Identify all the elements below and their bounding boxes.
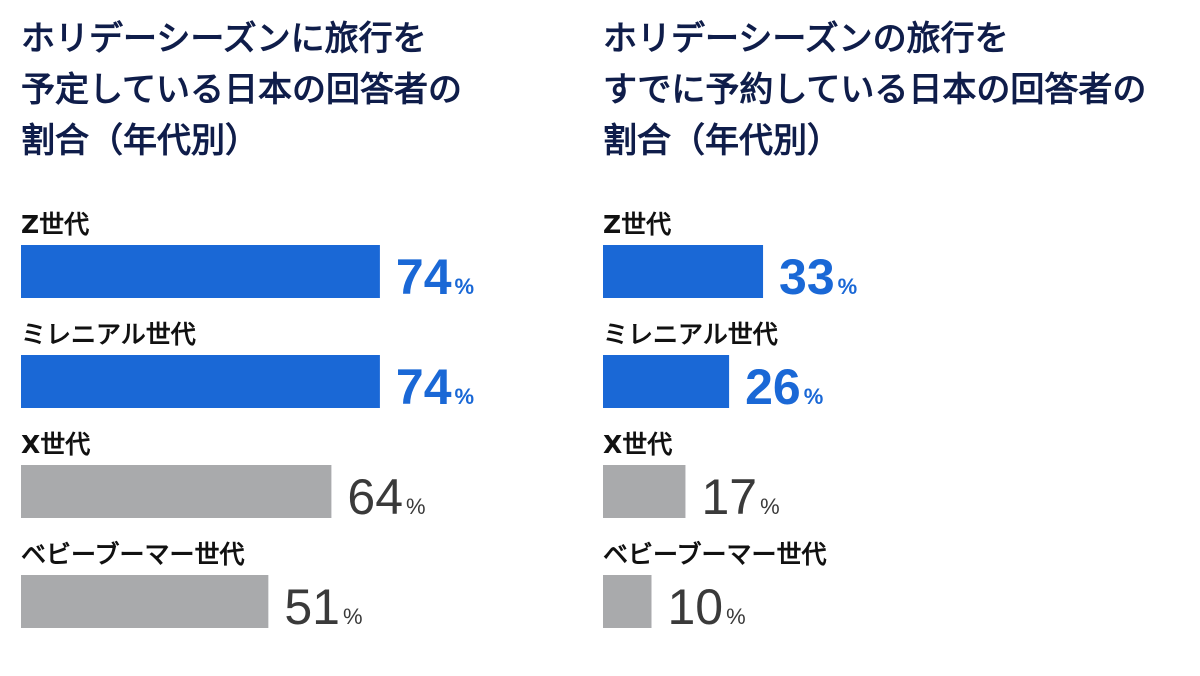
category-label: ベビーブーマー世代 [603, 540, 827, 569]
value-unit: % [804, 384, 824, 409]
chart-title-line: すでに予約している日本の回答者の [603, 70, 1147, 110]
bar [21, 465, 332, 518]
value-label: 74% [396, 249, 474, 305]
category-label: ベビーブーマー世代 [21, 540, 245, 569]
value-label: 64% [347, 469, 425, 525]
bar [21, 575, 269, 628]
chart-title-line: ホリデーシーズンに旅行を [21, 19, 427, 59]
category-label: ミレニアル世代 [603, 320, 778, 349]
value-unit: % [455, 274, 475, 299]
bar [603, 245, 764, 298]
value-number: 10 [668, 579, 724, 635]
chart-title-line: ホリデーシーズンの旅行を [603, 19, 1009, 59]
value-number: 64 [347, 469, 403, 525]
value-label: 10% [668, 579, 746, 635]
bar [603, 465, 686, 518]
chart-title-line: 予定している日本の回答者の [21, 70, 462, 110]
chart-panel-booked: ホリデーシーズンの旅行を すでに予約している日本の回答者の 割合（年代別） Z世… [582, 0, 1172, 676]
value-label: 33% [779, 249, 857, 305]
value-number: 51 [284, 579, 340, 635]
value-label: 17% [701, 469, 779, 525]
value-label: 74% [396, 359, 474, 415]
value-unit: % [760, 494, 780, 519]
bar [603, 575, 652, 628]
value-number: 26 [745, 359, 801, 415]
category-label: Z世代 [603, 210, 671, 239]
chart-title-line: 割合（年代別） [21, 121, 259, 161]
chart-panel-planned: ホリデーシーズンに旅行を 予定している日本の回答者の 割合（年代別） Z世代 74… [0, 0, 590, 676]
value-unit: % [838, 274, 858, 299]
bar [603, 355, 730, 408]
category-label: ミレニアル世代 [21, 320, 196, 349]
value-label: 51% [284, 579, 362, 635]
category-label: X世代 [603, 430, 672, 459]
category-label: Z世代 [21, 210, 89, 239]
value-unit: % [406, 494, 426, 519]
value-number: 74 [396, 249, 452, 305]
value-number: 17 [701, 469, 757, 525]
value-label: 26% [745, 359, 823, 415]
value-number: 74 [396, 359, 452, 415]
bar-chart-planned: Z世代 74 % ミレニアル世代 74 % X世代 64 % ベビーブーマー世代 51% [21, 210, 474, 635]
chart-title-line: 割合（年代別） [603, 121, 841, 161]
value-unit: % [455, 384, 475, 409]
value-number: 33 [779, 249, 835, 305]
value-unit: % [343, 604, 363, 629]
value-unit: % [726, 604, 746, 629]
category-label: X世代 [21, 430, 90, 459]
bar [21, 355, 380, 408]
chart-title: ホリデーシーズンに旅行を 予定している日本の回答者の 割合（年代別） [21, 14, 581, 167]
chart-title: ホリデーシーズンの旅行を すでに予約している日本の回答者の 割合（年代別） [603, 14, 1163, 167]
bar [21, 245, 380, 298]
